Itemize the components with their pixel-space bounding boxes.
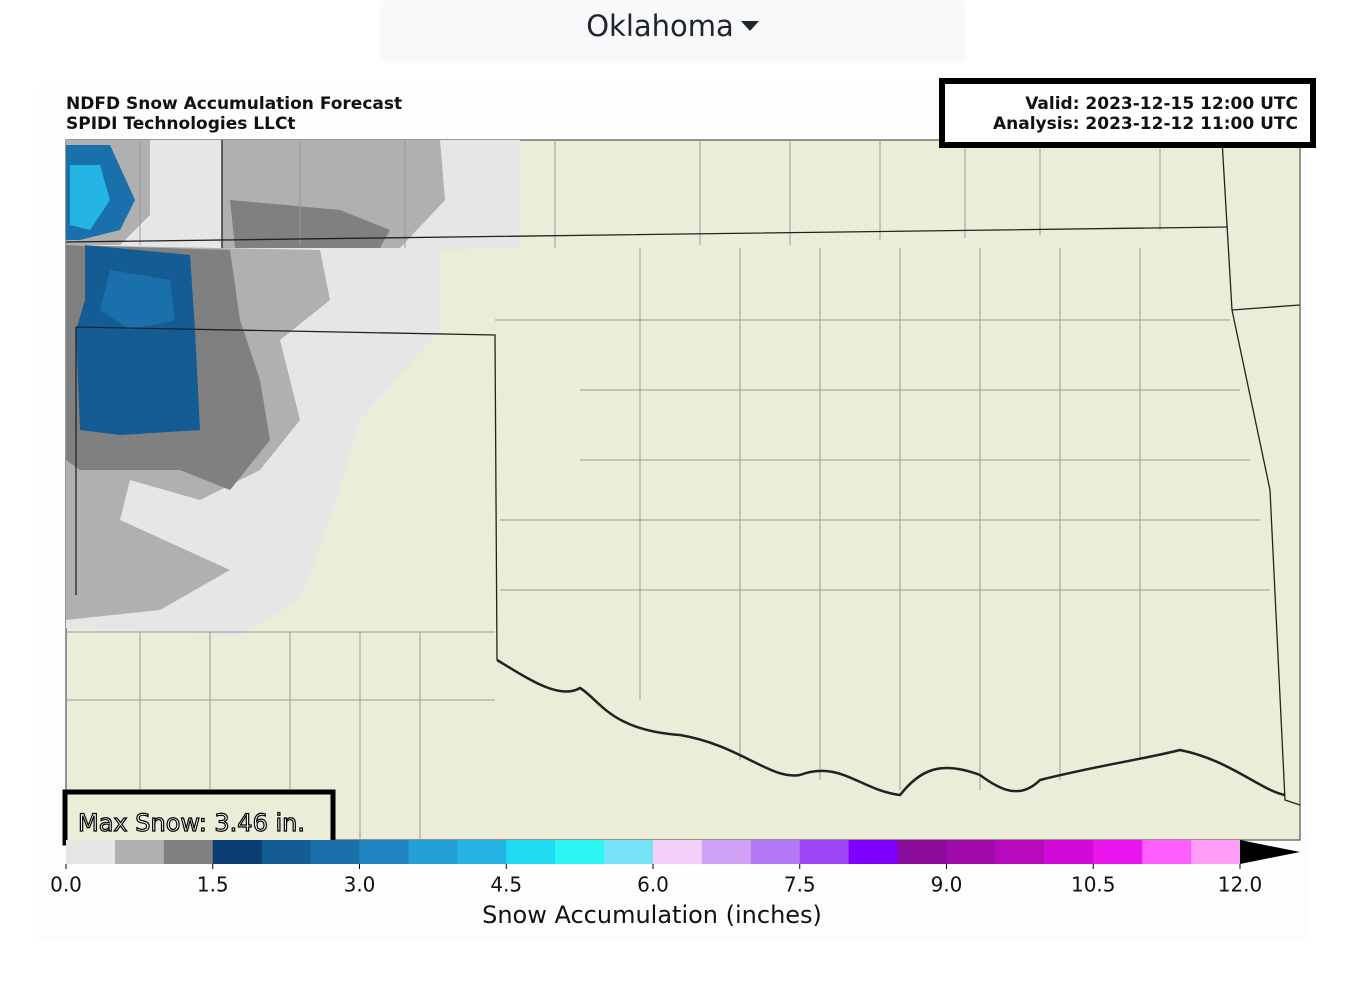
valid-time: Valid: 2023-12-15 12:00 UTC (1025, 94, 1298, 114)
colorbar-bin (799, 840, 850, 864)
dropdown-label[interactable]: Oklahoma (586, 9, 734, 43)
colorbar-tick-label: 12.0 (1218, 873, 1263, 897)
map-source: SPIDI Technologies LLCt (66, 114, 296, 134)
colorbar-bin (1044, 840, 1094, 864)
colorbar-bin (212, 840, 263, 864)
colorbar-bin (261, 840, 312, 864)
colorbar-bin (359, 840, 409, 864)
max-snow-box (62, 789, 336, 846)
colorbar-tick-label: 3.0 (344, 873, 376, 897)
snow-shading (66, 140, 520, 635)
dropdown[interactable] (380, 0, 965, 63)
colorbar-tick-label: 6.0 (637, 873, 669, 897)
colorbar-bin (163, 840, 214, 864)
time-box (939, 78, 1316, 148)
colorbar-bin (457, 840, 507, 864)
colorbar-bin (66, 840, 116, 864)
colorbar-tick-label: 9.0 (931, 873, 963, 897)
state-borders (65, 139, 1301, 806)
colorbar-tick-label: 4.5 (490, 873, 522, 897)
colorbar-bin (408, 840, 458, 864)
colorbar-tick-label: 1.5 (197, 873, 229, 897)
dropdown-caret[interactable] (741, 21, 759, 31)
colorbar: 0.0 1.5 3.0 4.5 6.0 7.5 9.0 10.5 12.0 (50, 840, 1300, 897)
colorbar-bin (897, 840, 947, 864)
analysis-time: Analysis: 2023-12-12 11:00 UTC (993, 114, 1298, 134)
colorbar-bin (653, 840, 703, 864)
colorbar-extend (1240, 840, 1300, 864)
colorbar-bin (604, 840, 654, 864)
colorbar-tick-label: 7.5 (784, 873, 816, 897)
colorbar-tick-label: 0.0 (50, 873, 82, 897)
county-lines (66, 140, 1270, 840)
colorbar-bin (506, 840, 556, 864)
colorbar-label: Snow Accumulation (inches) (482, 901, 822, 929)
colorbar-bin (310, 840, 360, 864)
max-snow: Max Snow: 3.46 in. (78, 809, 305, 837)
colorbar-bin (1093, 840, 1143, 864)
colorbar-bin (114, 840, 165, 864)
colorbar-tick-label: 10.5 (1071, 873, 1116, 897)
map-title: NDFD Snow Accumulation Forecast (66, 94, 402, 114)
colorbar-bin (1142, 840, 1192, 864)
colorbar-bin (946, 840, 996, 864)
colorbar-bin (750, 840, 801, 864)
colorbar-bin (1191, 840, 1241, 864)
colorbar-bin (995, 840, 1045, 864)
colorbar-bin (701, 840, 752, 864)
colorbar-bin (555, 840, 605, 864)
colorbar-bin (848, 840, 899, 864)
